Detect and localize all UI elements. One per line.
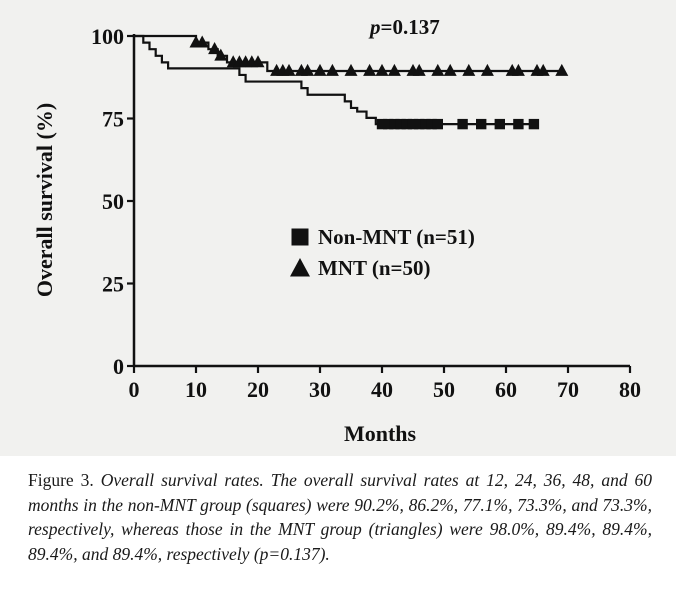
censor-mark-mnt: [462, 63, 476, 76]
y-tick-label: 100: [91, 24, 124, 49]
x-tick-label: 80: [619, 377, 641, 402]
censor-mark-non-mnt: [494, 118, 505, 130]
axes: 0 10 20 30 40 50 60 70 80 0 25 50 75 100: [91, 24, 641, 402]
censor-mark-mnt: [480, 63, 494, 76]
x-tick-label: 70: [557, 377, 579, 402]
figure-caption: Figure 3. Overall survival rates. The ov…: [28, 468, 652, 566]
censor-mark-mnt: [344, 63, 358, 76]
y-tick-label: 50: [102, 189, 124, 214]
x-tick-label: 40: [371, 377, 393, 402]
censor-mark-non-mnt: [432, 118, 443, 130]
censor-mark-mnt: [282, 63, 296, 76]
censor-mark-mnt: [251, 55, 265, 68]
survival-curve-non-mnt: [134, 34, 537, 126]
caption-title: Overall survival rates.: [100, 470, 264, 490]
censor-mark-non-mnt: [528, 118, 540, 130]
censor-mark-non-mnt: [476, 118, 487, 130]
y-axis-title: Overall survival (%): [32, 103, 57, 297]
x-tick-label: 10: [185, 377, 207, 402]
y-tick-label: 75: [102, 107, 124, 132]
legend-marker-mnt: [290, 258, 310, 277]
figure-panel: [0, 0, 676, 456]
censor-mark-mnt: [431, 63, 445, 76]
y-tick-label: 25: [102, 272, 124, 297]
legend-marker-non-mnt: [291, 228, 309, 246]
x-tick-label: 30: [309, 377, 331, 402]
x-axis-title: Months: [344, 421, 417, 446]
censor-mark-mnt: [443, 63, 457, 76]
censor-mark-non-mnt: [513, 118, 524, 130]
censor-mark-mnt: [375, 63, 389, 76]
series-non-mnt: [134, 34, 540, 130]
series-mnt: [134, 34, 569, 76]
censor-mark-mnt: [363, 63, 377, 76]
censor-mark-mnt: [214, 48, 228, 61]
x-tick-label: 60: [495, 377, 517, 402]
legend-label-non-mnt: Non-MNT (n=51): [318, 225, 475, 249]
censor-mark-mnt: [208, 42, 222, 55]
censor-mark-mnt: [195, 35, 209, 48]
survival-chart: 0 10 20 30 40 50 60 70 80 0 25 50 75 100 p=0.137 Non-…: [32, 15, 641, 446]
censor-mark-mnt: [555, 63, 569, 76]
x-tick-label: 50: [433, 377, 455, 402]
censor-mark-mnt: [301, 63, 315, 76]
censor-mark-mnt: [313, 63, 327, 76]
x-tick-label: 0: [129, 377, 140, 402]
caption-body: The overall survival rates at 12, 24, 36…: [28, 470, 653, 564]
censor-mark-mnt: [412, 63, 426, 76]
series-layer: [134, 34, 569, 130]
censor-mark-non-mnt: [457, 118, 468, 130]
censor-mark-mnt: [325, 63, 339, 76]
legend-label-mnt: MNT (n=50): [318, 256, 431, 280]
censor-mark-mnt: [536, 63, 550, 76]
x-tick-label: 20: [247, 377, 269, 402]
censor-mark-mnt: [387, 63, 401, 76]
censor-mark-mnt: [511, 63, 525, 76]
caption-label: Figure 3.: [28, 470, 94, 490]
legend: Non-MNT (n=51) MNT (n=50): [290, 225, 475, 280]
y-tick-label: 0: [113, 354, 124, 379]
p-value-annotation: p=0.137: [368, 15, 440, 39]
